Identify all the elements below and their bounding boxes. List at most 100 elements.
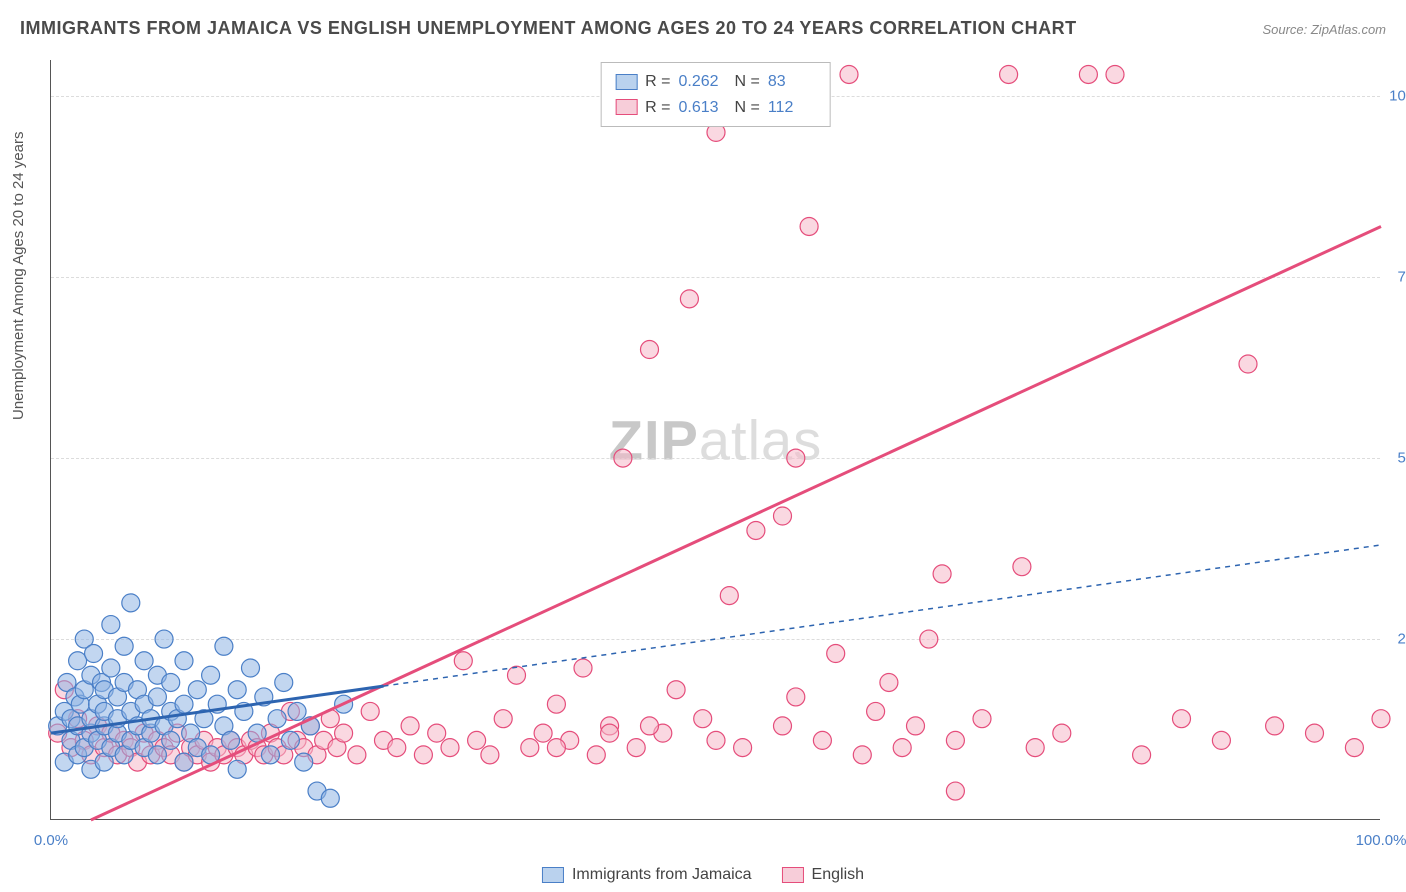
legend-label-pink: English bbox=[812, 866, 864, 884]
data-point bbox=[175, 695, 193, 713]
data-point bbox=[481, 746, 499, 764]
data-point bbox=[288, 702, 306, 720]
data-point bbox=[734, 739, 752, 757]
r-label: R = bbox=[645, 69, 670, 95]
r-label-2: R = bbox=[645, 95, 670, 121]
data-point bbox=[614, 449, 632, 467]
data-point bbox=[907, 717, 925, 735]
data-point bbox=[547, 739, 565, 757]
data-point bbox=[401, 717, 419, 735]
data-point bbox=[215, 637, 233, 655]
data-point bbox=[853, 746, 871, 764]
legend-item-pink: English bbox=[782, 866, 864, 884]
data-point bbox=[162, 673, 180, 691]
data-point bbox=[414, 746, 432, 764]
x-tick-label: 100.0% bbox=[1356, 832, 1406, 849]
data-point bbox=[946, 782, 964, 800]
data-point bbox=[1079, 65, 1097, 83]
data-point bbox=[747, 521, 765, 539]
data-point bbox=[228, 681, 246, 699]
data-point bbox=[547, 695, 565, 713]
data-point bbox=[867, 702, 885, 720]
y-axis-label: Unemployment Among Ages 20 to 24 years bbox=[10, 131, 27, 420]
data-point bbox=[1053, 724, 1071, 742]
data-point bbox=[1345, 739, 1363, 757]
data-point bbox=[188, 681, 206, 699]
data-point bbox=[601, 724, 619, 742]
y-tick-label: 25.0% bbox=[1397, 631, 1406, 648]
data-point bbox=[261, 746, 279, 764]
data-point bbox=[281, 731, 299, 749]
data-point bbox=[774, 507, 792, 525]
data-point bbox=[115, 637, 133, 655]
r-value-pink: 0.613 bbox=[679, 95, 727, 121]
data-point bbox=[1026, 739, 1044, 757]
data-point bbox=[720, 587, 738, 605]
data-point bbox=[1000, 65, 1018, 83]
swatch-pink bbox=[615, 99, 637, 115]
trend-line-pink bbox=[91, 226, 1381, 820]
data-point bbox=[321, 789, 339, 807]
data-point bbox=[933, 565, 951, 583]
data-point bbox=[228, 760, 246, 778]
data-point bbox=[627, 739, 645, 757]
data-point bbox=[840, 65, 858, 83]
data-point bbox=[428, 724, 446, 742]
y-tick-label: 75.0% bbox=[1397, 269, 1406, 286]
data-point bbox=[813, 731, 831, 749]
data-point bbox=[694, 710, 712, 728]
swatch-blue-2 bbox=[542, 867, 564, 883]
legend-row-blue: R = 0.262 N = 83 bbox=[615, 69, 816, 95]
data-point bbox=[275, 673, 293, 691]
x-tick-label: 0.0% bbox=[34, 832, 68, 849]
correlation-legend: R = 0.262 N = 83 R = 0.613 N = 112 bbox=[600, 62, 831, 127]
n-value-pink: 112 bbox=[768, 95, 816, 121]
data-point bbox=[680, 290, 698, 308]
data-point bbox=[148, 746, 166, 764]
data-point bbox=[175, 652, 193, 670]
data-point bbox=[268, 710, 286, 728]
legend-row-pink: R = 0.613 N = 112 bbox=[615, 95, 816, 121]
data-point bbox=[102, 659, 120, 677]
swatch-blue bbox=[615, 74, 637, 90]
data-point bbox=[175, 753, 193, 771]
data-point bbox=[348, 746, 366, 764]
data-point bbox=[441, 739, 459, 757]
data-point bbox=[494, 710, 512, 728]
data-point bbox=[102, 616, 120, 634]
legend-label-blue: Immigrants from Jamaica bbox=[572, 866, 752, 884]
data-point bbox=[1212, 731, 1230, 749]
data-point bbox=[1133, 746, 1151, 764]
data-point bbox=[1173, 710, 1191, 728]
data-point bbox=[1106, 65, 1124, 83]
data-point bbox=[162, 731, 180, 749]
data-point bbox=[587, 746, 605, 764]
swatch-pink-2 bbox=[782, 867, 804, 883]
data-point bbox=[1306, 724, 1324, 742]
scatter-chart bbox=[51, 60, 1380, 819]
data-point bbox=[508, 666, 526, 684]
data-point bbox=[85, 645, 103, 663]
source-label: Source: ZipAtlas.com bbox=[1262, 22, 1386, 37]
chart-title: IMMIGRANTS FROM JAMAICA VS ENGLISH UNEMP… bbox=[20, 18, 1077, 39]
data-point bbox=[1013, 558, 1031, 576]
data-point bbox=[202, 666, 220, 684]
data-point bbox=[534, 724, 552, 742]
data-point bbox=[973, 710, 991, 728]
data-point bbox=[667, 681, 685, 699]
data-point bbox=[295, 753, 313, 771]
r-value-blue: 0.262 bbox=[679, 69, 727, 95]
data-point bbox=[135, 652, 153, 670]
data-point bbox=[787, 688, 805, 706]
y-tick-label: 50.0% bbox=[1397, 450, 1406, 467]
data-point bbox=[454, 652, 472, 670]
data-point bbox=[827, 645, 845, 663]
data-point bbox=[335, 724, 353, 742]
data-point bbox=[155, 630, 173, 648]
data-point bbox=[1372, 710, 1390, 728]
y-tick-label: 100.0% bbox=[1389, 88, 1406, 105]
plot-area: ZIPatlas 25.0%50.0%75.0%100.0% 0.0%100.0… bbox=[50, 60, 1380, 820]
data-point bbox=[521, 739, 539, 757]
data-point bbox=[1266, 717, 1284, 735]
n-value-blue: 83 bbox=[768, 69, 816, 95]
